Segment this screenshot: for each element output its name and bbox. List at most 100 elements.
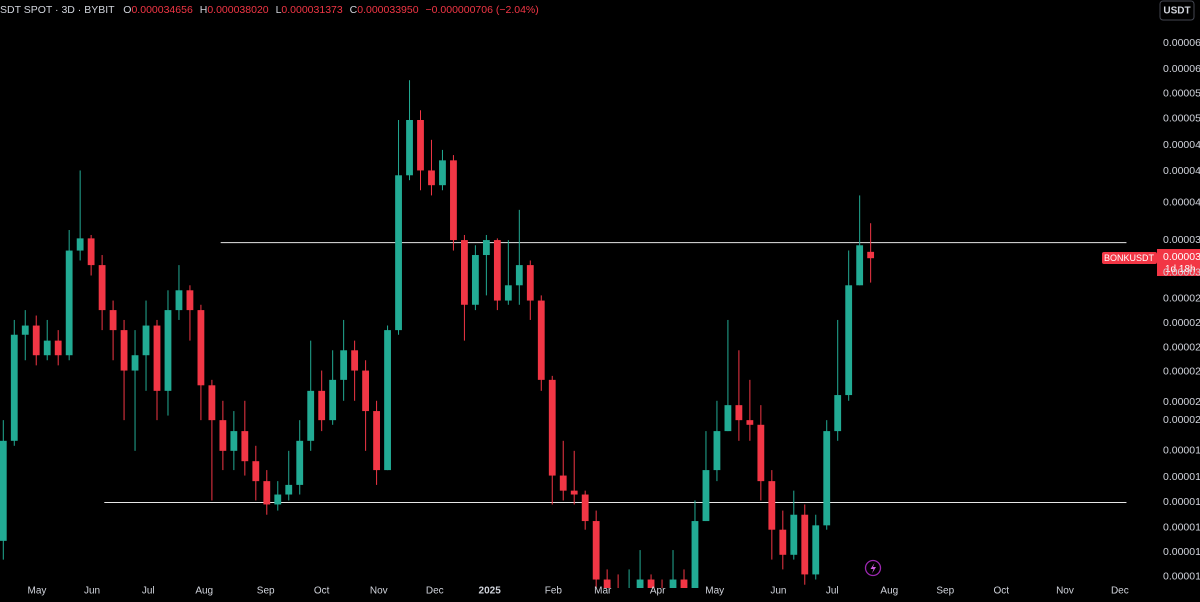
change: −0.000000706 (−2.04%) — [426, 4, 539, 16]
candle-body — [702, 470, 710, 522]
y-tick-label: 0.00002 — [1163, 317, 1200, 329]
y-tick-label: 0.00001 — [1163, 496, 1200, 508]
candle-body — [856, 245, 864, 286]
y-tick-label: 0.00002 — [1163, 396, 1200, 408]
countdown: 1d 18h — [1165, 264, 1196, 275]
x-tick-label: Sep — [257, 586, 275, 597]
candle-body — [526, 265, 534, 301]
x-tick-label: Aug — [195, 586, 213, 597]
plot-area — [0, 80, 1127, 588]
x-tick-label: Apr — [650, 586, 666, 597]
candle-body — [559, 475, 567, 491]
candle-body — [340, 350, 348, 380]
candle-body — [867, 251, 875, 259]
candle-body — [461, 240, 468, 305]
candle-body — [98, 265, 106, 311]
y-tick-label: 0.00001 — [1163, 521, 1200, 533]
y-tick-label: 0.00002 — [1163, 342, 1200, 354]
candle-body — [197, 310, 205, 386]
low-label: L — [276, 4, 282, 16]
symbol-tag-label: BONKUSDT — [1104, 253, 1155, 263]
y-tick-label: 0.00001 — [1163, 571, 1200, 583]
low-value: 0.000031373 — [281, 4, 342, 16]
candle-body — [362, 370, 370, 412]
icon-ring[interactable] — [864, 559, 882, 577]
candle-body — [592, 521, 600, 580]
x-tick-label: Aug — [880, 586, 898, 597]
candle-body — [515, 265, 523, 286]
candle-body — [120, 330, 128, 371]
candle-body — [351, 350, 359, 371]
candle-body — [131, 355, 139, 371]
candle-body — [823, 431, 831, 526]
icon-bolt[interactable] — [870, 563, 877, 574]
currency-button[interactable] — [1159, 0, 1195, 21]
x-tick-label: Mar — [594, 586, 612, 597]
candle-body — [296, 440, 304, 485]
x-tick-label: Nov — [1056, 586, 1074, 597]
candle-body — [834, 395, 842, 432]
candle-body — [801, 514, 809, 575]
candle-body — [153, 325, 161, 391]
y-tick-label: 0.00004 — [1163, 197, 1200, 209]
candle-body — [417, 119, 424, 171]
x-tick-label: Jun — [84, 586, 100, 597]
candle-body — [54, 340, 62, 356]
candle-body — [307, 390, 315, 441]
candle-body — [450, 160, 457, 241]
x-tick-label: Sep — [936, 586, 954, 597]
candle-body — [65, 250, 73, 356]
candle-body — [10, 334, 18, 441]
candle-body — [845, 285, 853, 396]
x-tick-label: Dec — [1111, 586, 1129, 597]
lightning-icon[interactable] — [864, 559, 882, 577]
x-tick-label: Oct — [994, 586, 1010, 597]
candle-body — [724, 405, 732, 432]
candle-body — [713, 431, 721, 471]
x-tick-label: May — [28, 586, 47, 597]
candle-body — [87, 238, 95, 266]
candle-body — [186, 290, 194, 311]
x-tick-label: Jul — [826, 586, 839, 597]
price-tag-label: 0.00003 — [1163, 251, 1200, 263]
candle-body — [252, 461, 260, 482]
candle-body — [142, 325, 150, 356]
y-tick-label: 0.00001 — [1163, 546, 1200, 558]
candle-body — [274, 494, 282, 505]
y-tick-label: 0.00001 — [1163, 471, 1200, 483]
candle-body — [790, 514, 798, 555]
y-tick-label: 0.00002 — [1163, 366, 1200, 378]
candle-body — [208, 385, 216, 421]
currency-label[interactable]: USDT — [1163, 6, 1190, 17]
x-tick-label: Dec — [426, 586, 444, 597]
x-tick-label: 2025 — [479, 586, 502, 597]
header: SDT SPOT · 3D · BYBIT O0.000034656 H0.00… — [0, 4, 539, 16]
candle-body — [406, 119, 413, 176]
candle-body — [230, 431, 238, 451]
candle-body — [21, 325, 29, 335]
candle-body — [493, 240, 501, 301]
candle-body — [263, 481, 271, 505]
candle-body — [581, 494, 589, 522]
candle-body — [318, 390, 326, 421]
candle-body — [768, 481, 776, 530]
x-tick-label: May — [705, 586, 724, 597]
candle-body — [439, 160, 446, 186]
y-tick-label: 0.00003 — [1163, 266, 1200, 278]
y-tick-label: 0.00005 — [1163, 88, 1200, 100]
candle-body — [384, 330, 391, 471]
close-value: 0.000033950 — [357, 4, 418, 16]
candle-body — [428, 170, 435, 186]
candle-body — [219, 420, 227, 451]
candle-body — [570, 490, 578, 495]
y-tick-label: 0.00002 — [1163, 292, 1200, 304]
candle-body — [680, 579, 688, 588]
symbol: SDT SPOT · 3D · BYBIT — [0, 4, 115, 16]
candle-body — [482, 240, 490, 256]
y-tick-label: 0.00004 — [1163, 139, 1200, 151]
x-tick-label: Oct — [314, 586, 330, 597]
candle-body — [241, 431, 249, 462]
candle-body — [779, 529, 787, 555]
